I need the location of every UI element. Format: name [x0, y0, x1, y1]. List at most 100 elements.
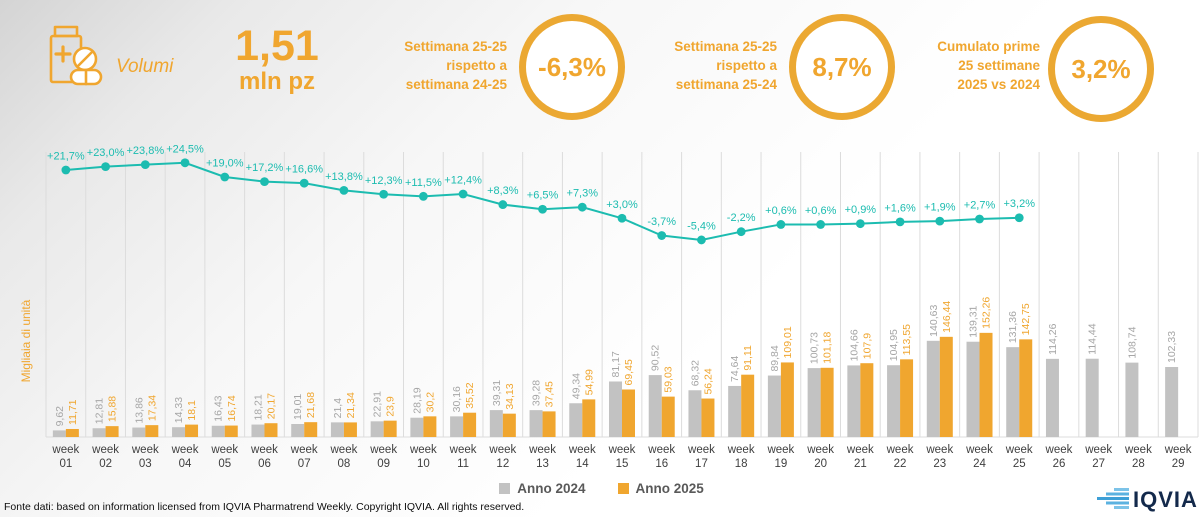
- bar-value-label: 152,26: [981, 297, 993, 329]
- bar-anno-2025-w19: [780, 362, 794, 437]
- bar-value-label: 34,13: [504, 383, 516, 409]
- bar-anno-2024-w17: [688, 390, 702, 437]
- bar-anno-2024-w7: [291, 423, 305, 437]
- kpi-label-week-vs-last-year: Settimana 25-25 rispetto a settimana 25-…: [674, 39, 777, 92]
- x-tick-label-w26: week 26: [1045, 444, 1073, 470]
- chart-legend: Anno 2024 Anno 2025: [0, 481, 1203, 496]
- bar-anno-2025-w8: [343, 422, 357, 437]
- trend-value-label: +2,7%: [964, 200, 996, 212]
- trend-value-label: +21,7%: [47, 151, 85, 163]
- bar-value-label: 39,31: [491, 380, 503, 406]
- trend-point-w3: [140, 160, 150, 169]
- bar-value-label: 21,68: [305, 392, 317, 418]
- bar-value-label: 113,55: [901, 324, 913, 355]
- bar-anno-2024-w27: [1085, 358, 1099, 437]
- trend-value-label: +8,3%: [487, 185, 519, 197]
- x-tick-label-w27: week 27: [1084, 444, 1112, 470]
- trend-point-w17: [697, 235, 706, 245]
- trend-point-w2: [101, 162, 110, 172]
- total-volume-unit: mln pz: [239, 68, 315, 96]
- total-volume-value: 1,51: [235, 22, 319, 70]
- bar-value-label: 39,28: [531, 380, 543, 406]
- bar-value-label: 101,18: [822, 332, 834, 364]
- trend-value-label: -5,4%: [687, 220, 716, 232]
- x-tick-label-w5: week 05: [210, 444, 238, 470]
- bar-value-label: 69,45: [623, 359, 635, 385]
- bar-anno-2024-w14: [569, 403, 583, 437]
- bar-anno-2024-w25: [1006, 347, 1020, 437]
- trend-point-w18: [736, 227, 746, 237]
- trend-point-w1: [61, 165, 71, 175]
- kpi-value: 8,7%: [812, 51, 872, 82]
- x-tick-label-w18: week 18: [727, 444, 755, 470]
- trend-value-label: +13,8%: [325, 171, 363, 183]
- x-tick-label-w8: week 08: [330, 444, 358, 470]
- x-tick-label-w17: week 17: [687, 444, 715, 470]
- trend-value-label: +3,0%: [606, 199, 638, 211]
- x-tick-label-w12: week 12: [488, 444, 516, 470]
- trend-point-w8: [339, 185, 349, 195]
- bar-anno-2024-w24: [966, 341, 980, 437]
- trend-value-label: +6,5%: [527, 190, 559, 202]
- kpi-circle-week-vs-prev-week: -6,3%: [519, 14, 625, 120]
- bar-value-label: 35,52: [464, 382, 476, 408]
- x-tick-label-w11: week 11: [449, 444, 477, 470]
- trend-point-w9: [379, 189, 389, 199]
- kpi-value: 3,2%: [1071, 53, 1131, 84]
- trend-value-label: +24,5%: [166, 143, 204, 155]
- bar-anno-2024-w4: [172, 427, 186, 437]
- x-tick-label-w9: week 09: [369, 444, 397, 470]
- trend-point-w14: [577, 202, 587, 212]
- bar-anno-2024-w28: [1125, 362, 1139, 437]
- bar-anno-2025-w18: [741, 374, 755, 437]
- bar-anno-2025-w25: [1019, 339, 1033, 437]
- bar-value-label: 21,4: [332, 398, 344, 419]
- bar-value-label: 102,33: [1166, 331, 1178, 363]
- x-tick-label-w7: week 07: [290, 444, 318, 470]
- trend-point-w23: [935, 216, 945, 226]
- bar-anno-2025-w15: [622, 389, 635, 437]
- bar-anno-2025-w4: [185, 424, 199, 437]
- bar-anno-2025-w24: [979, 332, 993, 437]
- volumi-header: Volumi: [44, 24, 173, 86]
- bar-anno-2024-w8: [330, 422, 344, 437]
- x-tick-label-w2: week 02: [91, 444, 119, 470]
- trend-value-label: +23,8%: [126, 145, 164, 157]
- kpi-circle-cumulative: 3,2%: [1048, 16, 1154, 122]
- bar-value-label: 139,31: [968, 305, 980, 337]
- bar-value-label: 9,62: [54, 406, 66, 427]
- volumi-label: Volumi: [116, 56, 174, 77]
- trend-point-w25: [1014, 213, 1024, 223]
- trend-value-label: +7,3%: [567, 188, 599, 200]
- bar-value-label: 28,19: [411, 387, 423, 413]
- bar-anno-2024-w22: [887, 365, 901, 437]
- x-tick-label-w28: week 28: [1124, 444, 1152, 470]
- bar-anno-2024-w9: [370, 421, 384, 437]
- trend-value-label: +17,2%: [246, 162, 284, 174]
- bar-value-label: 104,95: [888, 329, 900, 361]
- bar-anno-2024-w1: [52, 430, 66, 437]
- bar-value-label: 23,9: [385, 396, 397, 417]
- bar-value-label: 90,52: [650, 345, 662, 371]
- bar-value-label: 20,17: [265, 393, 277, 419]
- trend-point-w12: [498, 200, 508, 209]
- bar-value-label: 30,2: [424, 392, 436, 413]
- bar-value-label: 13,86: [133, 397, 145, 423]
- bar-anno-2025-w1: [65, 428, 79, 437]
- bar-value-label: 49,34: [570, 373, 582, 399]
- bar-value-label: 11,71: [67, 399, 79, 425]
- x-tick-label-w20: week 20: [806, 444, 834, 470]
- trend-point-w19: [776, 220, 786, 229]
- trend-value-label: +12,3%: [365, 175, 403, 187]
- y-axis-label: Migliaia di unità: [19, 299, 33, 382]
- kpi-value: -6,3%: [538, 51, 606, 82]
- bar-anno-2024-w5: [211, 425, 225, 437]
- bar-anno-2025-w3: [145, 425, 159, 437]
- bar-value-label: 108,74: [1126, 326, 1138, 358]
- kpi-label-cumulative: Cumulato prime 25 settimane 2025 vs 2024: [937, 39, 1040, 92]
- bar-value-label: 59,03: [663, 366, 675, 392]
- trend-point-w21: [855, 219, 865, 229]
- bar-anno-2024-w29: [1165, 367, 1179, 437]
- bar-anno-2025-w11: [463, 412, 477, 437]
